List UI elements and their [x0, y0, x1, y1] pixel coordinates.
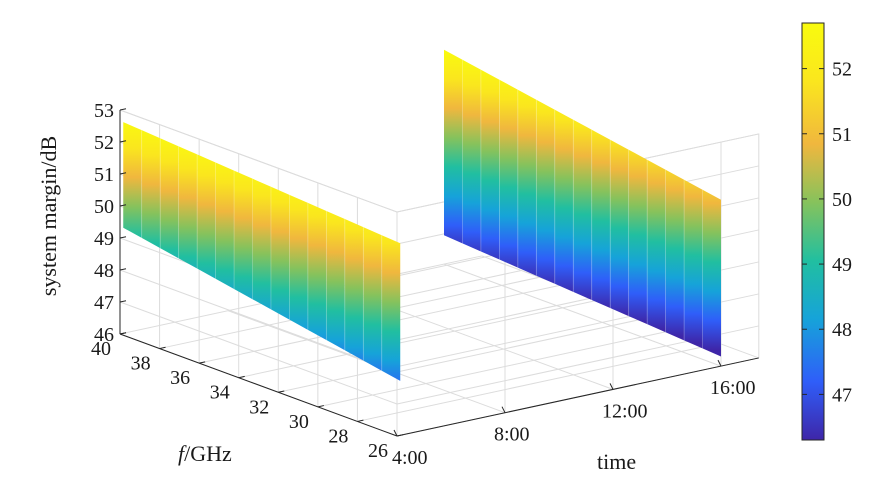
surface-strip [610, 139, 629, 317]
surface-strip [307, 202, 327, 341]
x-tick-mark [393, 429, 398, 437]
surface-strip [684, 179, 703, 349]
y-tick-label: 26 [368, 440, 388, 462]
y-axis-label: f/GHz [178, 441, 232, 466]
surface-strip [381, 235, 401, 381]
side-wall-grid-line [119, 301, 398, 405]
z-tick-mark [119, 300, 127, 303]
z-tick-mark [119, 140, 127, 143]
colorbar-tick-label: 48 [832, 319, 852, 341]
y-axis-label-italic: f [178, 441, 187, 466]
surface-strip [252, 178, 271, 310]
x-axis-line [396, 357, 759, 437]
floor-grid-line-freq [357, 342, 720, 422]
z-tick-mark [119, 268, 127, 271]
z-tick-mark [119, 108, 127, 111]
surface-strip [289, 194, 308, 330]
y-tick-label: 36 [170, 367, 190, 389]
y-tick-label: 32 [249, 396, 269, 418]
axes [119, 108, 759, 437]
x-tick-label: 16:00 [710, 377, 756, 399]
y-tick-label: 40 [91, 338, 111, 360]
surface-strip [702, 189, 721, 357]
surface-strip [160, 138, 179, 259]
y-tick-mark [159, 346, 166, 350]
x-tick-label: 8:00 [494, 424, 530, 446]
surface-strip [123, 122, 142, 238]
surface-1 [444, 49, 721, 357]
y-tick-mark [357, 419, 364, 422]
x-axis-label: time [597, 449, 636, 474]
floor-grid-line-time [443, 263, 722, 367]
colorbar-ticks: 47 48 49 50 51 52 [802, 59, 852, 406]
z-tick-mark [119, 236, 127, 239]
z-tick-label: 53 [94, 100, 114, 122]
y-tick-label: 30 [289, 411, 309, 433]
y-tick-label: 38 [131, 353, 151, 375]
y-axis-line [119, 333, 398, 437]
surface-strip [462, 59, 481, 252]
surface-strip [647, 159, 666, 333]
x-tick-mark [717, 359, 722, 367]
surface-strip [628, 149, 648, 325]
z-axis-label: system margin/dB [36, 136, 61, 296]
surface-strip [517, 89, 537, 276]
z-tick-label: 51 [94, 164, 114, 186]
z-tick-label: 46 [94, 324, 114, 346]
surface-0 [123, 122, 401, 381]
floor-grid-line-freq [278, 313, 641, 393]
y-tick-mark [317, 405, 324, 408]
z-tick-mark [119, 172, 127, 175]
y-tick-label: 34 [210, 382, 230, 404]
colorbar-tick-label: 52 [832, 59, 852, 81]
surface-strip [215, 162, 235, 289]
surface-strip [197, 154, 216, 279]
x-tick-mark [609, 383, 614, 390]
colorbar-tick-label: 49 [832, 254, 852, 276]
surface-strip [665, 169, 685, 341]
z-tick-mark [119, 204, 127, 207]
surface-strip [326, 210, 345, 351]
floor-grid-line-freq [317, 328, 680, 408]
side-wall-grid-line [119, 269, 398, 373]
surface-strip [480, 69, 500, 260]
y-tick-mark [238, 375, 245, 379]
surface-strip [554, 109, 574, 292]
z-tick-label: 52 [94, 132, 114, 154]
surface-strip [591, 129, 611, 309]
z-tick-label: 49 [94, 228, 114, 250]
surface-strip [536, 99, 555, 284]
surface-strip [234, 170, 253, 300]
surface-strip [363, 227, 382, 371]
colorbar-tick-label: 47 [832, 384, 852, 406]
colorbar-tick-label: 51 [832, 124, 852, 146]
surface-strip [178, 146, 198, 269]
surface-strip [499, 79, 518, 268]
tick-labels: 46 47 48 49 50 51 52 53 40 38 36 34 32 30 28 26 4:00 8:00… [91, 100, 756, 469]
colorbar-tick-label: 50 [832, 189, 852, 211]
z-tick-label: 47 [94, 292, 114, 314]
z-tick-label: 50 [94, 196, 114, 218]
x-tick-mark [501, 406, 506, 413]
x-tick-label: 12:00 [602, 400, 648, 422]
x-tick-label: 4:00 [392, 447, 428, 469]
surface-strip [573, 119, 592, 300]
y-tick-label: 28 [328, 425, 348, 447]
y-tick-mark [199, 361, 206, 364]
z-tick-label: 48 [94, 260, 114, 282]
colorbar [801, 22, 825, 441]
surface-strip [141, 130, 161, 249]
y-axis-label-unit: /GHz [184, 441, 232, 466]
y-tick-mark [119, 332, 127, 335]
y-tick-mark [278, 390, 285, 393]
surface-strip [444, 49, 463, 244]
surface-strip [344, 219, 364, 361]
floor-grid-line-freq [238, 299, 601, 379]
surfaces [123, 49, 721, 381]
y-tick-mark [396, 434, 404, 437]
surface-strip [270, 186, 290, 320]
